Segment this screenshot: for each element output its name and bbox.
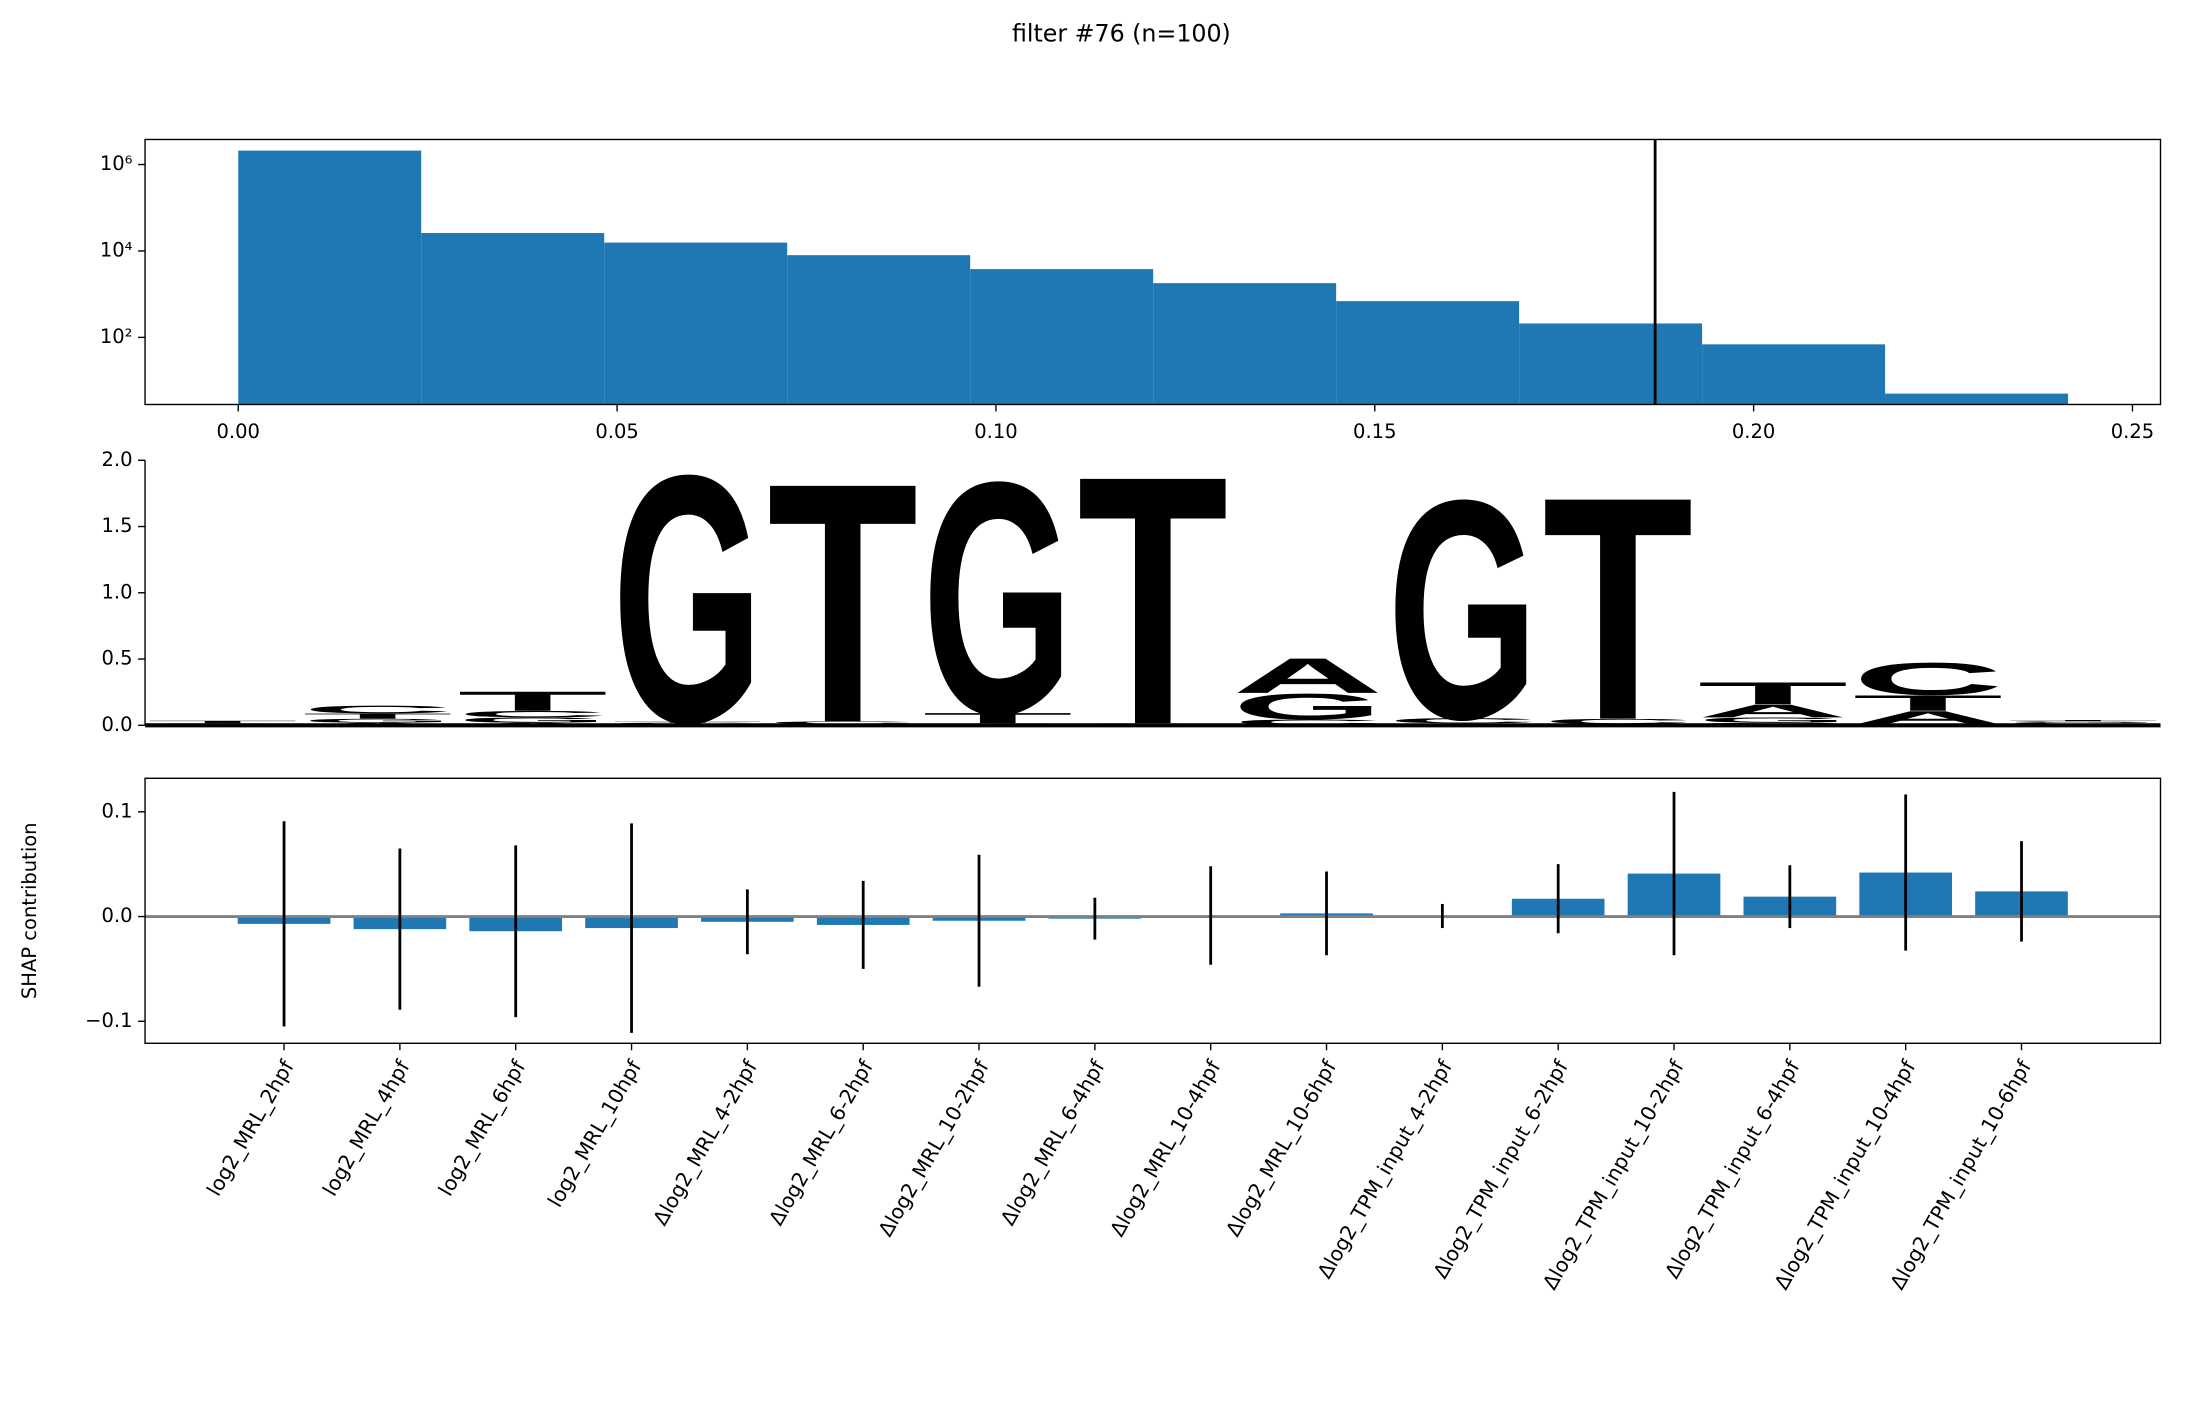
logo-letter: C (767, 721, 918, 725)
y-tick-label: −0.1 (85, 1009, 132, 1032)
logo-letter-group: G (1387, 436, 1538, 785)
logo-letter: T (1542, 432, 1693, 787)
logo-letter-group: G (457, 716, 608, 724)
logo-letter-group: G (1697, 716, 1848, 724)
y-tick-label: 0.0 (101, 713, 132, 736)
logo-letter-group: T (1542, 432, 1693, 787)
logo-letter-group: G (612, 402, 763, 797)
logo-letter: A (1232, 648, 1383, 704)
logo-letter: G (1387, 436, 1538, 785)
logo-letter: T (767, 412, 918, 794)
logo-letter-group: T (767, 412, 918, 794)
y-tick-label: 10⁴ (100, 238, 133, 261)
logo-letter-group: T (302, 712, 453, 720)
logo-letter-group: T (1697, 676, 1848, 711)
logo-letter: T (922, 710, 1073, 726)
logo-letter: G (1232, 686, 1383, 727)
logo-letter: C (1232, 718, 1383, 726)
y-tick-label: 0.0 (101, 904, 132, 927)
logo-letter: G (2008, 721, 2159, 723)
x-tick-label: 0.15 (1353, 420, 1396, 443)
logo-letter: T (147, 720, 298, 724)
logo-letter-group: C (457, 709, 608, 719)
logo-letter: G (457, 716, 608, 724)
logo-letter: A (1853, 707, 2004, 728)
logo-letter-group: A (1697, 701, 1848, 722)
axes-frame (144, 777, 2162, 1044)
logo-letter-group: G (302, 718, 453, 724)
logo-letter-group: C (767, 721, 918, 725)
logo-letter: G (1697, 716, 1848, 724)
logo-letter: A (1697, 701, 1848, 722)
logo-letter-group: C (1853, 654, 2004, 705)
figure-title: filter #76 (n=100) (1012, 19, 1231, 47)
hist-bar (421, 233, 605, 405)
logo-letter-group: G (2008, 721, 2159, 723)
logo-letter: C (457, 709, 608, 719)
logo-letter: G (922, 413, 1073, 783)
logo-letter: T (612, 721, 763, 723)
logo-letter-group: A (1853, 707, 2004, 728)
hist-bar (1336, 301, 1520, 405)
logo-letter-group: T (1853, 691, 2004, 716)
hist-bar (1153, 283, 1337, 405)
hist-bar (238, 150, 422, 405)
hist-bar (970, 269, 1154, 405)
x-tick-label: 0.05 (595, 420, 638, 443)
x-tick-label: 0.10 (974, 420, 1017, 443)
logo-letter-group: T (1077, 403, 1228, 799)
x-tick-label: 0.25 (2111, 420, 2154, 443)
logo-letter-group: T (612, 721, 763, 723)
x-tick-label: 0.00 (217, 420, 260, 443)
logo-letter: T (302, 712, 453, 720)
y-tick-label: 0.5 (101, 647, 132, 670)
logo-letter-group: T (147, 720, 298, 724)
logo-letter-group: T (457, 686, 608, 717)
hist-bar (787, 255, 971, 405)
y-tick-label: 10⁶ (100, 152, 133, 175)
logo-letter-group: A (1232, 648, 1383, 704)
y-tick-label: 1.0 (101, 580, 132, 603)
y-axis-label: SHAP contribution (18, 822, 41, 999)
logo-letter: C (1542, 717, 1693, 725)
hist-bar (1885, 393, 2069, 405)
logo-letter: T (1697, 676, 1848, 711)
hist-bar (604, 242, 788, 405)
y-tick-label: 2.0 (101, 448, 132, 471)
logo-letter-group: T (2008, 720, 2159, 722)
y-tick-label: 1.5 (101, 514, 132, 537)
hist-bar (1702, 344, 1886, 405)
logo-letter: C (1853, 654, 2004, 705)
logo-letter-group: C (1232, 718, 1383, 726)
logo-letter: T (2008, 720, 2159, 722)
logo-letter-group: G (922, 413, 1073, 783)
axes-frame (144, 138, 2162, 406)
logo-letter: T (457, 686, 608, 717)
logo-letter: G (302, 718, 453, 724)
logo-letter-group: C (1387, 717, 1538, 725)
logo-letter-group: G (1232, 686, 1383, 727)
logo-letter: G (612, 402, 763, 797)
logo-letter-group: C (1542, 717, 1693, 725)
logo-letter-group: C (302, 703, 453, 715)
y-tick-label: 10² (100, 325, 133, 348)
logo-letter: T (1077, 403, 1228, 799)
logo-letter: T (1853, 691, 2004, 716)
logo-letter-group: T (922, 710, 1073, 726)
logo-letter: C (1387, 717, 1538, 725)
x-tick-label: 0.20 (1732, 420, 1775, 443)
hist-bar (1519, 323, 1703, 405)
logo-letter: C (302, 703, 453, 715)
y-tick-label: 0.1 (101, 799, 132, 822)
